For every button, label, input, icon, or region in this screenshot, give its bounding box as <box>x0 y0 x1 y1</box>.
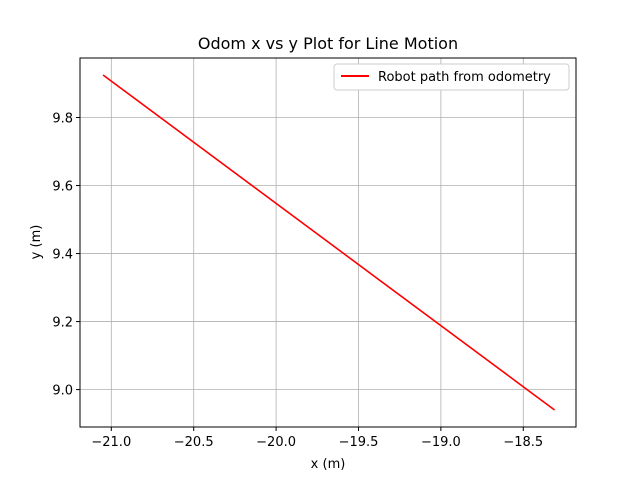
grid-layer <box>80 58 576 427</box>
x-tick-label: −19.0 <box>421 435 461 450</box>
chart-title: Odom x vs y Plot for Line Motion <box>198 34 458 53</box>
y-tick-label: 9.2 <box>52 316 73 331</box>
legend-label: Robot path from odometry <box>378 70 551 85</box>
y-tick-label: 9.8 <box>52 112 73 127</box>
tick-layer: −21.0 −20.5 −20.0 −19.5 −19.0 −18.5 9.0 9.2 9.4 9… <box>52 112 543 450</box>
plot-frame <box>79 57 577 428</box>
legend: Robot path from odometry <box>333 63 570 91</box>
series-layer <box>102 74 556 411</box>
y-tick-label: 9.6 <box>52 180 73 195</box>
x-tick-label: −19.5 <box>339 435 379 450</box>
series-line-robot-path <box>102 74 556 411</box>
x-axis-label: x (m) <box>311 457 346 472</box>
y-axis-label: y (m) <box>29 225 44 260</box>
legend-box <box>333 63 570 91</box>
x-tick-label: −18.5 <box>503 435 543 450</box>
y-tick-label: 9.4 <box>52 248 73 263</box>
x-tick-label: −20.5 <box>174 435 214 450</box>
x-tick-label: −21.0 <box>91 435 131 450</box>
y-tick-label: 9.0 <box>52 384 73 399</box>
x-tick-label: −20.0 <box>256 435 296 450</box>
